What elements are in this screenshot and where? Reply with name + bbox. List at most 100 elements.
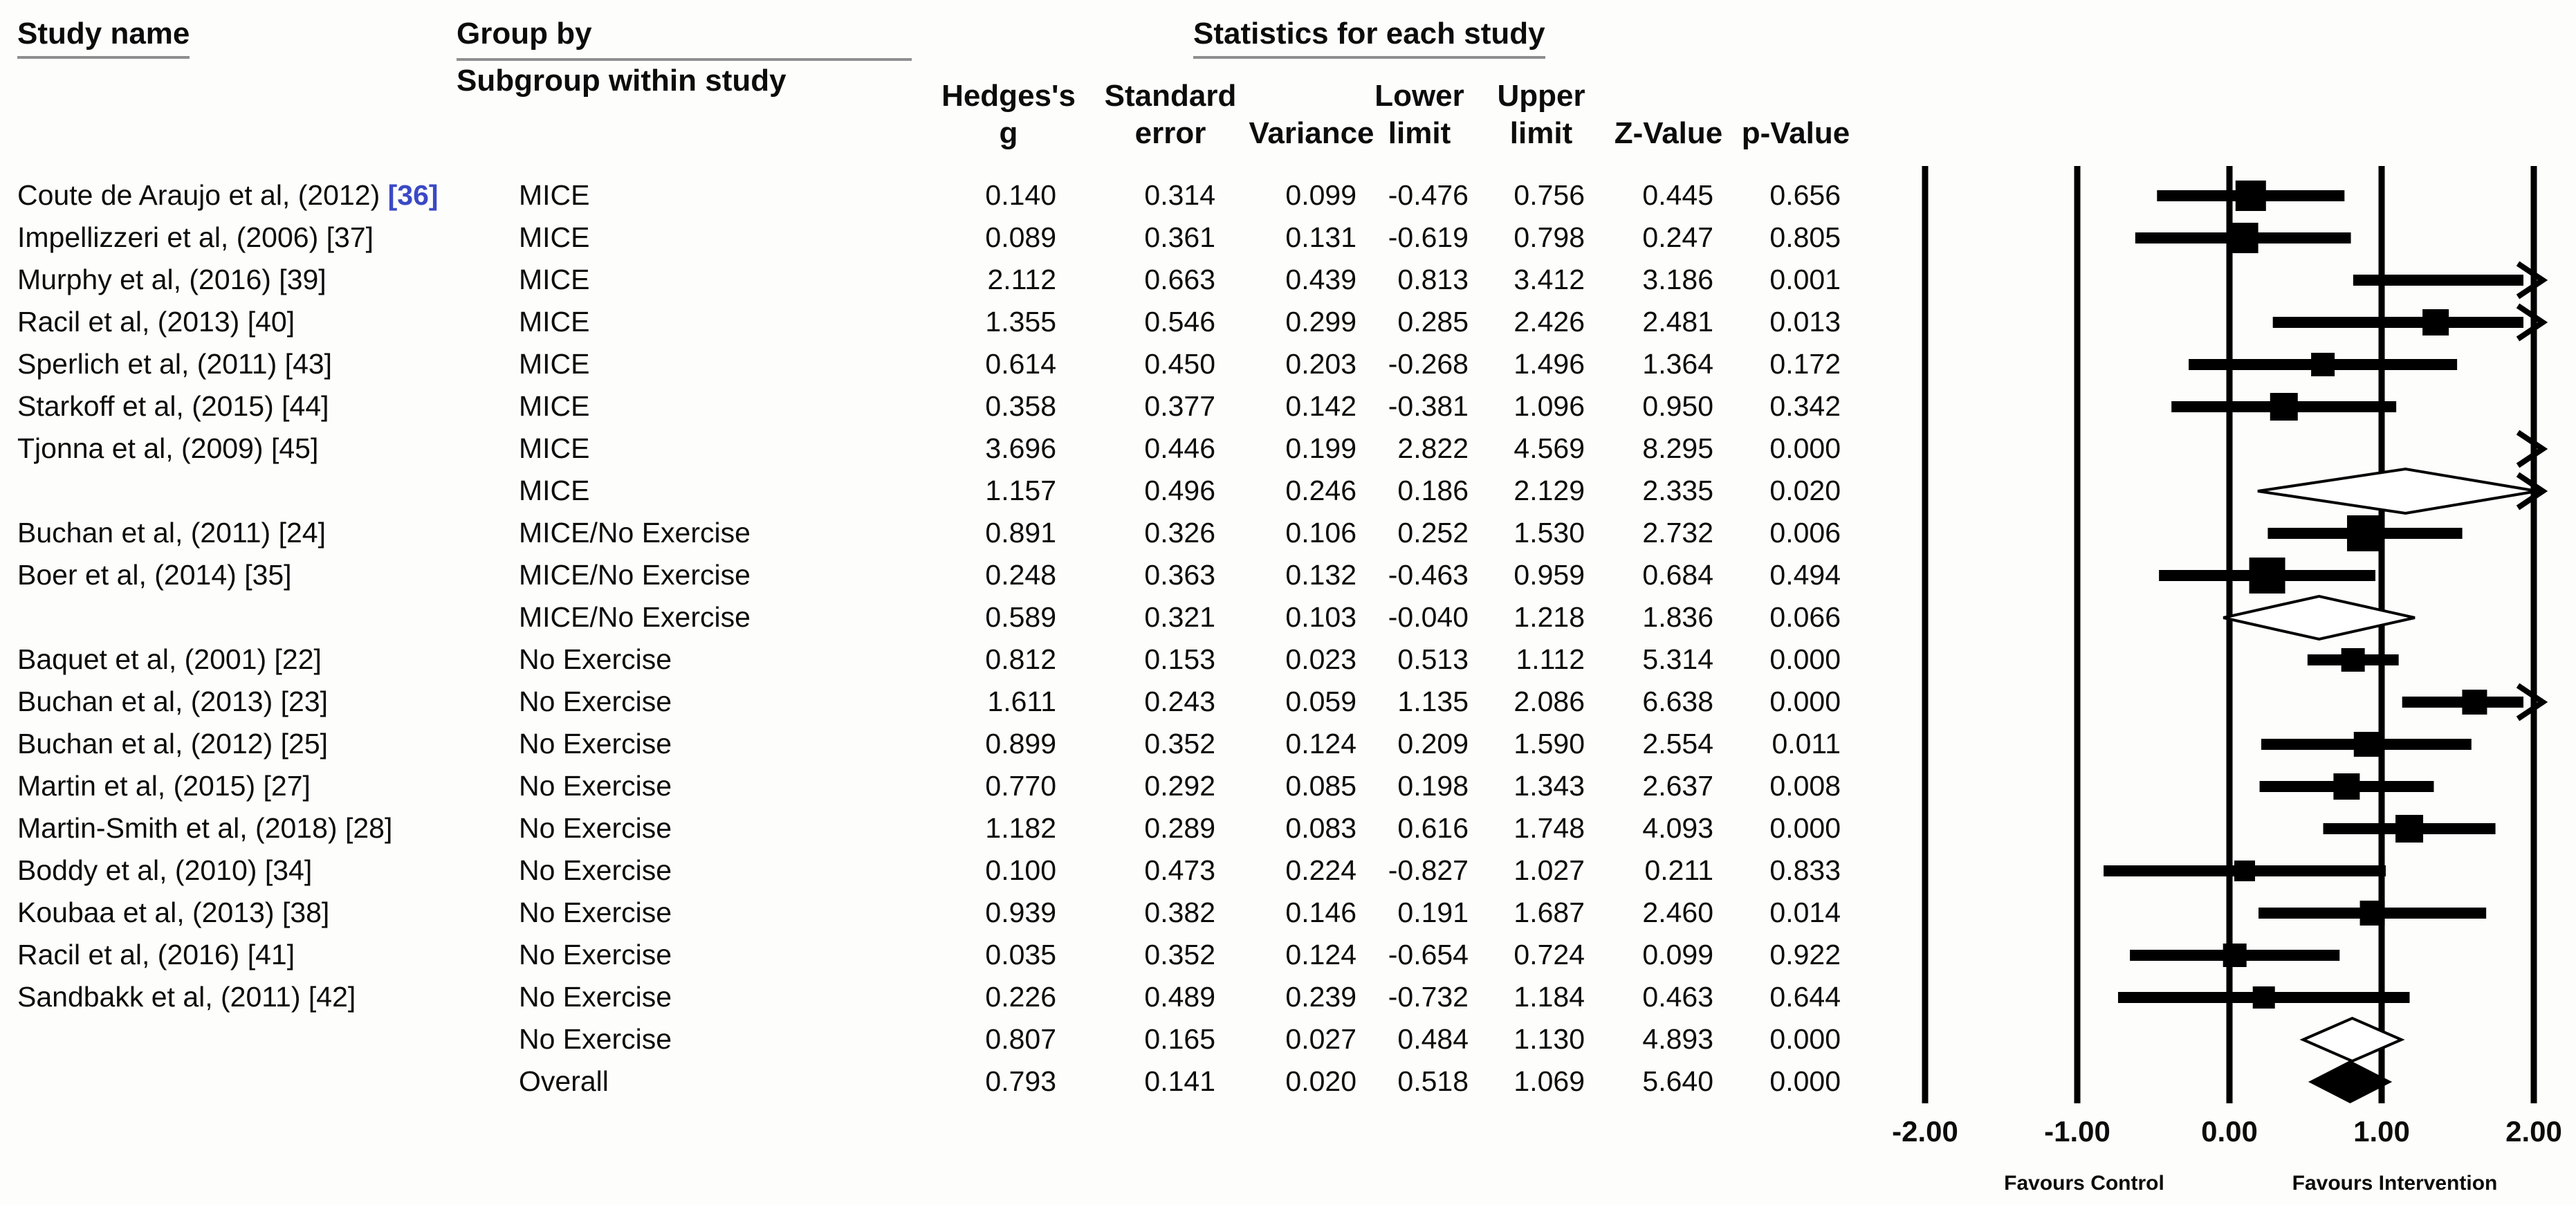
stat-cell: 0.352 [1144, 728, 1215, 760]
table-row: MICE 1.157 0.496 0.246 0.186 2.129 2.335 0.020 [0, 470, 1902, 512]
stat-cell: 0.798 [1514, 221, 1585, 253]
study-name-cell: Murphy et al, (2016) [39] [17, 264, 326, 295]
summary-diamond [2299, 1016, 2405, 1063]
study-name-cell: Baquet et al, (2001) [22] [17, 643, 322, 675]
study-name-cell: Coute de Araujo et al, (2012) [36] [17, 179, 439, 211]
stat-cell: 0.616 [1397, 812, 1469, 844]
stat-cell: 3.696 [985, 432, 1056, 464]
subgroup-cell: MICE [519, 475, 590, 506]
stat-cell: 0.209 [1397, 728, 1469, 760]
stat-cell: 1.687 [1514, 896, 1585, 928]
stat-cell: 1.130 [1514, 1023, 1585, 1055]
study-name-header-text: Study name [17, 17, 190, 59]
stat-cell: 0.663 [1144, 264, 1215, 295]
citation-ref-link[interactable]: [36] [387, 179, 439, 211]
table-row: Koubaa et al, (2013) [38] No Exercise 0.93… [0, 892, 1902, 934]
table-row: Starkoff et al, (2015) [44] MICE 0.358 0.37… [0, 385, 1902, 427]
subgroup-cell: No Exercise [519, 1023, 672, 1055]
stat-cell: -0.381 [1388, 390, 1469, 422]
subgroup-cell: No Exercise [519, 896, 672, 928]
subgroup-cell: MICE [519, 432, 590, 464]
stat-cell: 0.008 [1769, 770, 1841, 802]
stat-cell: 0.292 [1144, 770, 1215, 802]
stat-cell: 0.959 [1514, 559, 1585, 591]
stat-cell: 1.530 [1514, 517, 1585, 549]
effect-marker [2359, 901, 2385, 926]
stat-column-header: Lower limit [1374, 79, 1464, 150]
study-name-cell: Boer et al, (2014) [35] [17, 559, 292, 591]
stat-cell: 0.644 [1769, 981, 1841, 1013]
subgroup-cell: MICE [519, 348, 590, 380]
stat-cell: 6.638 [1642, 686, 1713, 717]
overall-diamond [2308, 1060, 2393, 1103]
effect-marker [2353, 732, 2379, 757]
stat-cell: 1.027 [1514, 854, 1585, 886]
stat-cell: 0.020 [1285, 1065, 1356, 1097]
table-row: Martin et al, (2015) [27] No Exercise 0.77… [0, 765, 1902, 807]
citation-ref: [24] [278, 517, 326, 549]
subgroup-cell: No Exercise [519, 939, 672, 971]
stat-cell: 0.198 [1397, 770, 1469, 802]
table-row: Martin-Smith et al, (2018) [28] No Exerci… [0, 807, 1902, 849]
stat-cell: 0.833 [1769, 854, 1841, 886]
subgroup-cell: No Exercise [519, 728, 672, 760]
stat-cell: 2.335 [1642, 475, 1713, 506]
favours-intervention-label: Favours Intervention [2292, 1172, 2498, 1195]
citation-ref: [39] [279, 264, 326, 295]
stat-cell: 0.484 [1397, 1023, 1469, 1055]
stat-cell: 0.446 [1144, 432, 1215, 464]
clip-arrow-icon [2516, 430, 2548, 468]
stat-cell: 0.099 [1642, 939, 1713, 971]
citation-ref: [25] [280, 728, 329, 760]
effect-marker [2235, 181, 2266, 211]
subgroup-cell: MICE [519, 221, 590, 253]
citation-ref: [41] [247, 939, 295, 971]
table-row: Coute de Araujo et al, (2012) [36] MICE 0.… [0, 174, 1902, 217]
statistics-title: Statistics for each study [1193, 17, 1545, 59]
stat-cell: 0.756 [1514, 179, 1585, 211]
stat-cell: 0.361 [1144, 221, 1215, 253]
axis-line [2074, 166, 2081, 1103]
stat-cell: 0.473 [1144, 854, 1215, 886]
stat-cell: 1.096 [1514, 390, 1585, 422]
table-row: Tjonna et al, (2009) [45] MICE 3.696 0.446 0… [0, 427, 1902, 470]
subgroup-cell: Overall [519, 1065, 609, 1097]
table-row: Sandbakk et al, (2011) [42] No Exercise 0.… [0, 976, 1902, 1018]
stat-cell: 0.000 [1769, 686, 1841, 717]
axis-line [2530, 166, 2537, 1103]
study-name-cell: Sandbakk et al, (2011) [42] [17, 981, 356, 1013]
stat-cell: 0.239 [1285, 981, 1356, 1013]
stat-cell: 0.124 [1285, 728, 1356, 760]
stat-cell: 0.172 [1769, 348, 1841, 380]
stat-cell: 2.822 [1397, 432, 1469, 464]
effect-marker [2347, 515, 2384, 551]
axis-line [1922, 166, 1929, 1103]
stat-cell: 0.358 [985, 390, 1056, 422]
tick-label: 1.00 [2353, 1115, 2410, 1148]
stat-column-header: Variance [1249, 116, 1374, 150]
stat-cell: 0.000 [1769, 812, 1841, 844]
stat-column-header: Z-Value [1614, 116, 1723, 150]
stat-cell: 0.153 [1144, 643, 1215, 675]
stat-cell: 1.364 [1642, 348, 1713, 380]
stat-cell: 0.363 [1144, 559, 1215, 591]
stat-cell: 0.684 [1642, 559, 1713, 591]
effect-marker [2422, 309, 2449, 335]
stat-cell: 0.199 [1285, 432, 1356, 464]
stat-cell: 0.014 [1769, 896, 1841, 928]
study-name-cell: Starkoff et al, (2015) [44] [17, 390, 329, 422]
citation-ref: [22] [274, 643, 322, 675]
study-name-cell: Boddy et al, (2010) [34] [17, 854, 313, 886]
table-row: Boer et al, (2014) [35] MICE/No Exercise 0… [0, 554, 1902, 596]
subgroup-cell: MICE [519, 264, 590, 295]
stat-cell: 0.001 [1769, 264, 1841, 295]
stat-cell: 4.893 [1642, 1023, 1713, 1055]
stat-cell: 1.157 [985, 475, 1056, 506]
stat-cell: 0.352 [1144, 939, 1215, 971]
stat-cell: -0.463 [1388, 559, 1469, 591]
stat-cell: 0.059 [1285, 686, 1356, 717]
stat-cell: 0.812 [985, 643, 1056, 675]
ci-bar [2272, 317, 2523, 328]
citation-ref: [43] [284, 348, 333, 380]
